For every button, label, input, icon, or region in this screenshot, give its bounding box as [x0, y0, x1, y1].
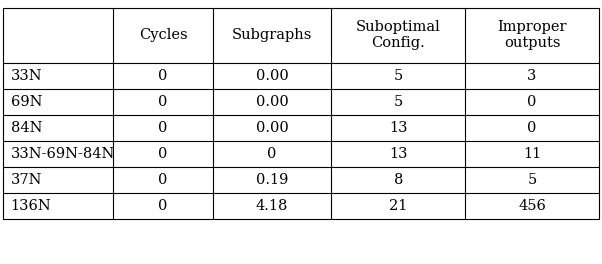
Text: 136N: 136N — [11, 199, 52, 213]
Text: 0: 0 — [158, 69, 168, 83]
Text: 0: 0 — [267, 147, 277, 161]
Text: 69N: 69N — [11, 95, 42, 109]
Text: 13: 13 — [389, 121, 408, 135]
Text: 4.18: 4.18 — [256, 199, 288, 213]
Text: 0.00: 0.00 — [256, 121, 288, 135]
Text: 0: 0 — [158, 95, 168, 109]
Text: 84N: 84N — [11, 121, 42, 135]
Text: 0: 0 — [527, 121, 537, 135]
Text: 13: 13 — [389, 147, 408, 161]
Text: 0.19: 0.19 — [256, 173, 288, 187]
Text: 33N-69N-84N: 33N-69N-84N — [11, 147, 115, 161]
Text: 8: 8 — [394, 173, 403, 187]
Text: 5: 5 — [527, 173, 537, 187]
Text: 0.00: 0.00 — [256, 69, 288, 83]
Text: 11: 11 — [523, 147, 541, 161]
Text: 5: 5 — [394, 95, 403, 109]
Text: 0: 0 — [527, 95, 537, 109]
Text: Suboptimal
Config.: Suboptimal Config. — [356, 20, 441, 50]
Text: 0.00: 0.00 — [256, 95, 288, 109]
Text: 0: 0 — [158, 199, 168, 213]
Text: 456: 456 — [518, 199, 546, 213]
Text: Cycles: Cycles — [138, 28, 187, 42]
Text: 3: 3 — [527, 69, 537, 83]
Text: 21: 21 — [389, 199, 408, 213]
Text: 33N: 33N — [11, 69, 42, 83]
Text: 0: 0 — [158, 173, 168, 187]
Text: 37N: 37N — [11, 173, 42, 187]
Text: 0: 0 — [158, 147, 168, 161]
Text: Subgraphs: Subgraphs — [232, 28, 312, 42]
Text: 5: 5 — [394, 69, 403, 83]
Bar — [3, 8, 599, 219]
Text: 0: 0 — [158, 121, 168, 135]
Text: Improper
outputs: Improper outputs — [497, 20, 567, 50]
